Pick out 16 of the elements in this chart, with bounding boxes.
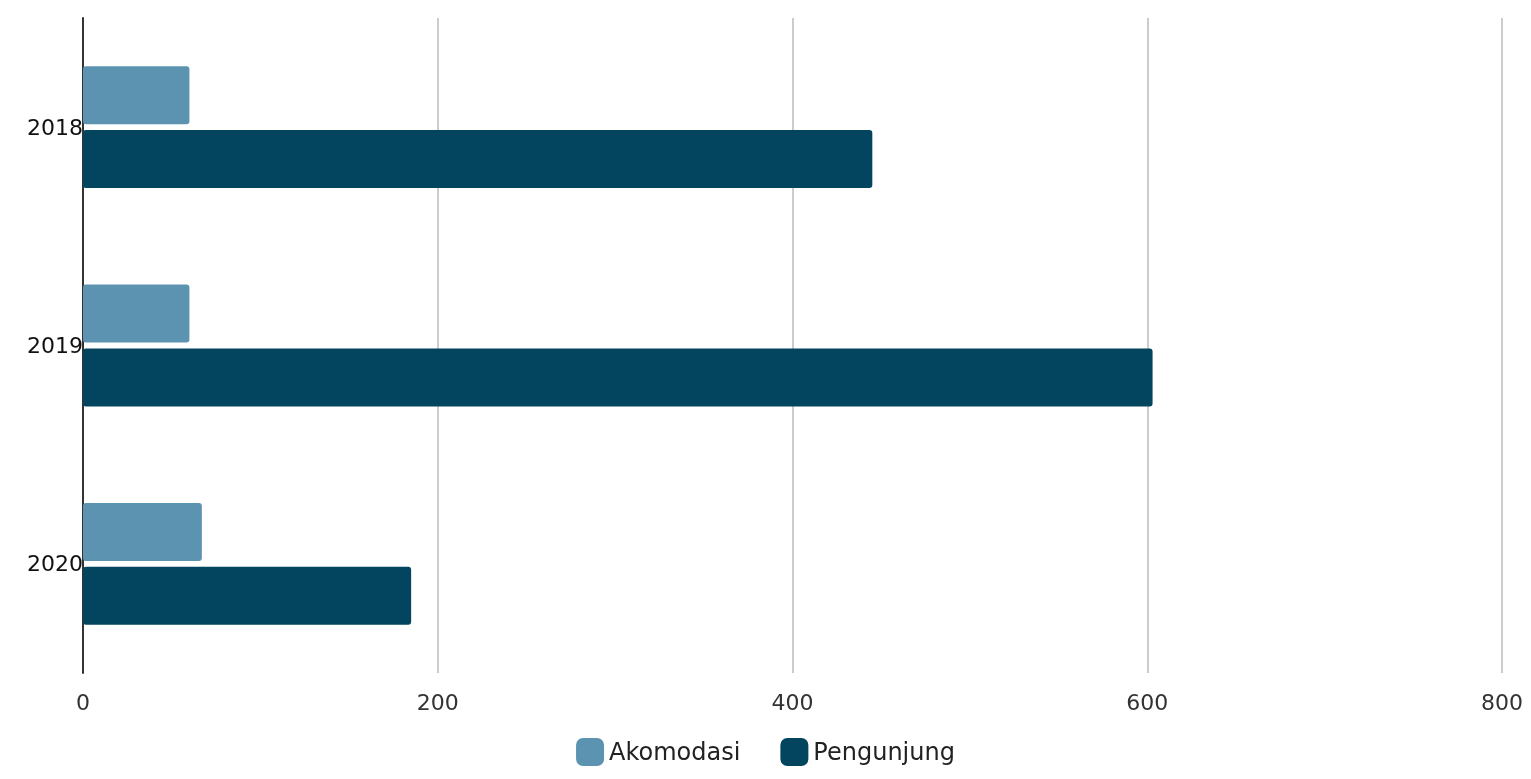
y-tick-label: 2019 [27, 333, 83, 358]
bar [83, 348, 1153, 407]
y-tick-label: 2018 [27, 114, 83, 140]
bar [83, 566, 412, 625]
x-tick-label: 200 [416, 689, 459, 715]
x-tick-label: 400 [771, 689, 814, 715]
bar [83, 66, 190, 125]
x-tick-label: 600 [1126, 689, 1169, 715]
y-tick-label: 2020 [27, 551, 83, 577]
bar [83, 284, 190, 343]
x-tick-label: 800 [1481, 689, 1523, 715]
x-tick-label: 0 [76, 689, 90, 715]
bar [83, 130, 873, 189]
legend-label: Pengunjung [813, 738, 955, 766]
legend-label: Akomodasi [609, 738, 741, 766]
bar [83, 502, 202, 561]
